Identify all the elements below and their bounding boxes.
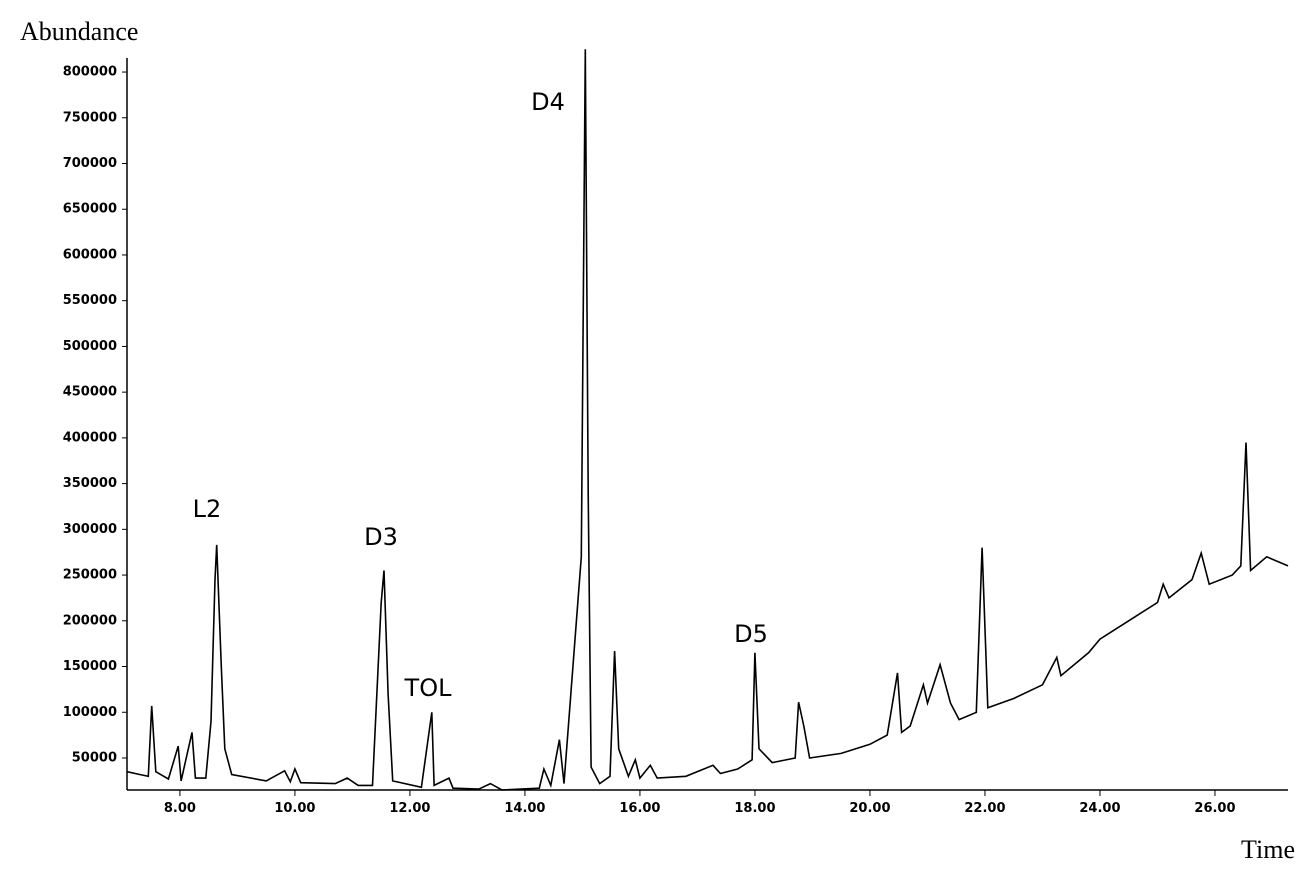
annotation: L2 [193, 495, 222, 523]
x-axis-label: Time [1241, 835, 1295, 864]
y-tick-label: 750000 [63, 110, 117, 125]
y-tick-label: 650000 [63, 202, 117, 217]
x-tick-label: 16.00 [619, 801, 660, 816]
x-tick-label: 22.00 [964, 801, 1005, 816]
x-tick-label: 10.00 [274, 801, 315, 816]
y-tick-label: 550000 [63, 293, 117, 308]
y-tick-label: 600000 [63, 247, 117, 262]
x-tick-label: 12.00 [389, 801, 430, 816]
x-tick-label: 14.00 [504, 801, 545, 816]
y-tick-label: 50000 [72, 750, 117, 765]
y-tick-label: 150000 [63, 659, 117, 674]
y-tick-label: 800000 [63, 65, 117, 80]
annotation: D4 [531, 88, 565, 116]
annotation: TOL [404, 674, 453, 702]
y-tick-label: 350000 [63, 476, 117, 491]
y-tick-label: 500000 [63, 339, 117, 354]
annotation: D5 [734, 620, 768, 648]
x-tick-label: 26.00 [1194, 801, 1235, 816]
annotation: D3 [364, 523, 398, 551]
y-tick-label: 200000 [63, 613, 117, 628]
y-tick-label: 450000 [63, 385, 117, 400]
x-tick-label: 24.00 [1079, 801, 1120, 816]
chromatogram-line [126, 49, 1289, 791]
y-tick-label: 250000 [63, 568, 117, 583]
y-tick-label: 100000 [63, 705, 117, 720]
y-tick-label: 700000 [63, 156, 117, 171]
y-axis-label: Abundance [20, 17, 138, 46]
x-tick-label: 20.00 [849, 801, 890, 816]
y-tick-label: 300000 [63, 522, 117, 537]
x-tick-label: 18.00 [734, 801, 775, 816]
x-tick-label: 8.00 [164, 801, 196, 816]
y-tick-label: 400000 [63, 430, 117, 445]
